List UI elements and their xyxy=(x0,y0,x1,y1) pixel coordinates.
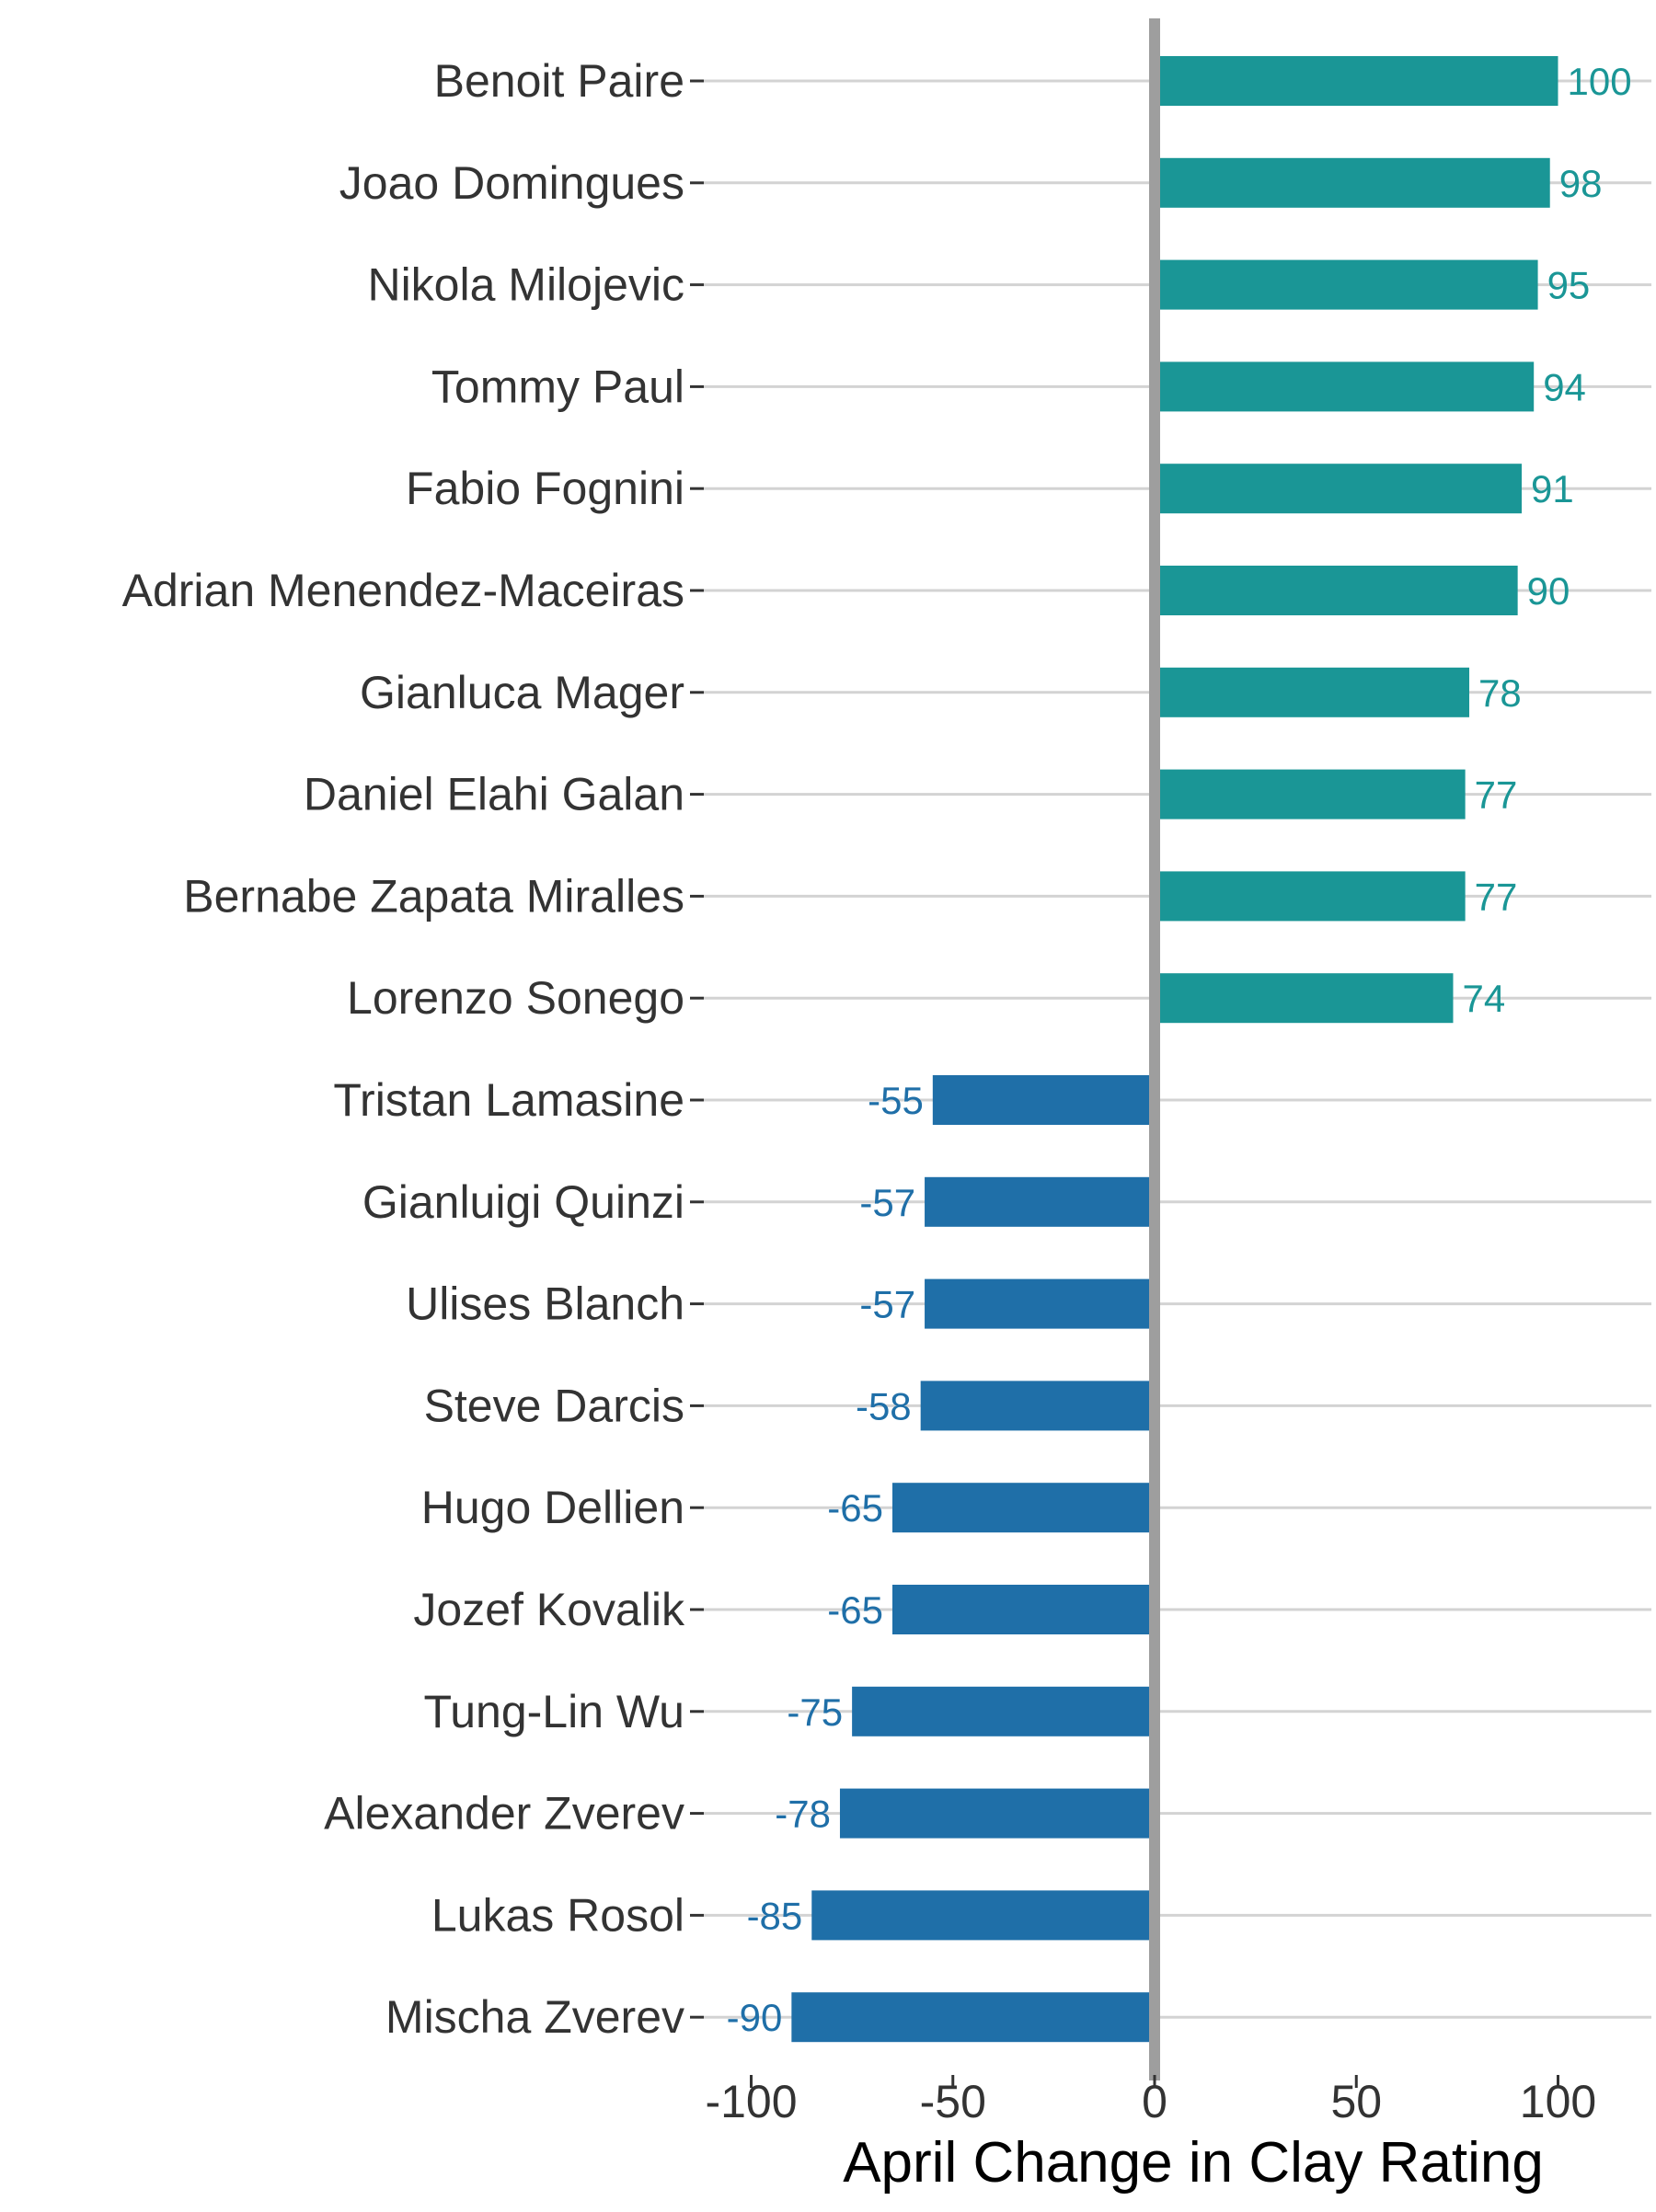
y-tick-label: Adrian Menendez-Maceiras xyxy=(122,565,684,616)
bar xyxy=(920,1381,1155,1431)
value-label: 91 xyxy=(1531,467,1574,510)
value-label: 94 xyxy=(1543,365,1586,408)
bar xyxy=(839,1788,1155,1839)
y-tick-label: Jozef Kovalik xyxy=(413,1584,685,1635)
y-tick-label: Fabio Fognini xyxy=(406,463,684,514)
value-label: 95 xyxy=(1547,264,1591,307)
value-label: 77 xyxy=(1475,875,1518,918)
gridlines xyxy=(704,79,1651,2019)
bar xyxy=(791,1992,1155,2043)
y-tick-label: Daniel Elahi Galan xyxy=(304,769,684,820)
y-tick-label: Bernabe Zapata Miralles xyxy=(183,870,684,922)
value-label: -78 xyxy=(775,1793,831,1836)
value-label: 74 xyxy=(1462,977,1505,1020)
value-labels: 100 98 95 94 91 90 78 77 77 74 -55 -57 -57 -58 -65 -65 -… xyxy=(727,60,1632,2039)
value-label: 77 xyxy=(1475,774,1518,817)
bar xyxy=(1155,259,1538,310)
x-tick-label: 100 xyxy=(1520,2076,1596,2127)
bar xyxy=(811,1890,1155,1941)
y-tick-label: Joao Domingues xyxy=(339,157,684,209)
y-tick-label: Alexander Zverev xyxy=(324,1788,684,1840)
value-label: -65 xyxy=(827,1486,883,1530)
bar xyxy=(925,1176,1155,1227)
y-tick-label: Gianluca Mager xyxy=(360,667,684,718)
value-label: 100 xyxy=(1568,60,1632,103)
x-tick-label: 0 xyxy=(1142,2076,1167,2127)
value-label: 98 xyxy=(1559,162,1603,205)
bar xyxy=(1155,667,1470,717)
y-tick-label: Nikola Milojevic xyxy=(367,259,684,311)
bar xyxy=(1155,769,1466,819)
y-tick-label: Mischa Zverev xyxy=(385,1991,684,2043)
value-label: -90 xyxy=(727,1996,783,2039)
value-label: -58 xyxy=(856,1384,912,1427)
y-tick-label: Tung-Lin Wu xyxy=(424,1686,684,1737)
bar xyxy=(891,1585,1155,1634)
y-tick-label: Lorenzo Sonego xyxy=(347,972,684,1024)
x-axis-title: April Change in Clay Rating xyxy=(843,2131,1544,2195)
bar xyxy=(1155,566,1518,615)
bar xyxy=(891,1483,1155,1533)
value-label: -85 xyxy=(747,1894,803,1937)
value-label: 78 xyxy=(1478,671,1522,715)
bar xyxy=(852,1686,1155,1736)
y-tick-label: Hugo Dellien xyxy=(421,1482,684,1533)
bar xyxy=(1155,871,1466,922)
y-tick-label: Tristan Lamasine xyxy=(333,1074,684,1126)
bar xyxy=(1155,973,1454,1024)
y-tick-label: Tommy Paul xyxy=(431,361,684,412)
bars xyxy=(791,56,1558,2043)
bar xyxy=(1155,361,1535,412)
bar xyxy=(932,1075,1155,1125)
value-label: -57 xyxy=(859,1181,915,1224)
y-tick-label: Gianluigi Quinzi xyxy=(362,1176,684,1228)
value-label: -65 xyxy=(827,1588,883,1632)
y-tick-label: Benoit Paire xyxy=(434,55,684,107)
value-label: -55 xyxy=(868,1079,924,1122)
value-label: 90 xyxy=(1527,569,1570,613)
y-tick-label: Ulises Blanch xyxy=(406,1278,684,1330)
x-tick-label: -100 xyxy=(705,2076,797,2127)
y-tick-label: Steve Darcis xyxy=(424,1380,684,1431)
y-tick-label: Lukas Rosol xyxy=(431,1889,684,1941)
x-axis-ticks: -100 -50 0 50 100 xyxy=(705,2075,1596,2127)
x-tick-label: 50 xyxy=(1330,2076,1382,2127)
value-label: -75 xyxy=(787,1691,843,1734)
y-axis-ticks: Benoit Paire Joao Domingues Nikola Milojev… xyxy=(122,55,704,2043)
bar xyxy=(925,1278,1155,1329)
bar xyxy=(1155,56,1558,106)
x-tick-label: -50 xyxy=(920,2076,986,2127)
bar xyxy=(1155,157,1550,208)
value-label: -57 xyxy=(859,1283,915,1326)
bar xyxy=(1155,464,1523,514)
